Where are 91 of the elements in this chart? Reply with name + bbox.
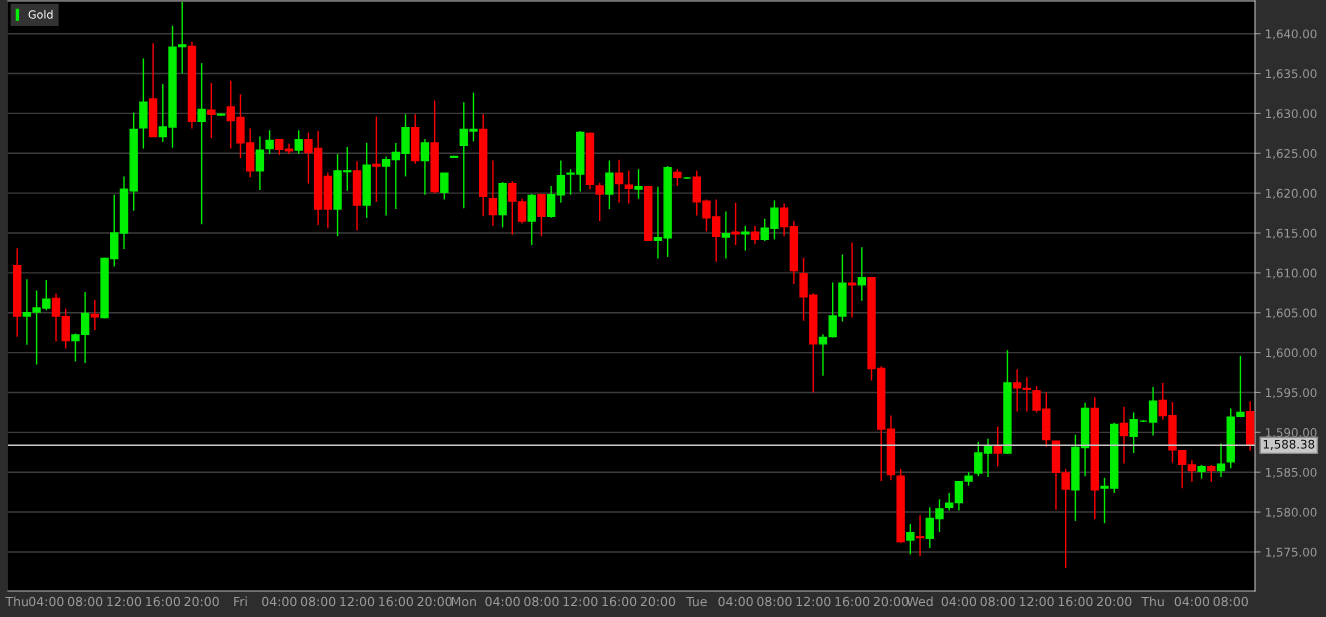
- candlestick: [779, 202, 789, 237]
- x-tick-label: 20:00: [873, 596, 909, 607]
- candlestick: [750, 225, 760, 245]
- candlestick: [741, 225, 750, 252]
- candlestick: [420, 138, 430, 196]
- x-tick-label: 08:00: [524, 596, 559, 607]
- candlestick: [546, 185, 556, 219]
- candlestick: [847, 241, 857, 319]
- x-tick-label: 20:00: [1097, 596, 1132, 607]
- y-tick-label: 1,640.00: [1266, 29, 1317, 40]
- x-tick-label: 04:00: [262, 596, 297, 607]
- candlestick: [721, 210, 731, 260]
- x-tick-label: Fri: [234, 596, 247, 607]
- x-tick-label: 12:00: [107, 596, 142, 607]
- candlestick: [944, 492, 954, 512]
- x-tick-label: Thu: [1141, 596, 1164, 607]
- candlestick: [1022, 376, 1032, 413]
- x-tick-label: Thu: [5, 596, 28, 607]
- candlestick: [614, 158, 624, 204]
- x-tick-label: 16:00: [835, 596, 870, 607]
- x-tick-label: 12:00: [563, 596, 598, 607]
- candlestick: [51, 292, 61, 343]
- y-tick-label: 1,615.00: [1266, 228, 1317, 239]
- legend-label: Gold: [28, 10, 53, 19]
- x-tick-label: 04:00: [485, 596, 520, 607]
- y-tick-label: 1,625.00: [1266, 149, 1317, 160]
- x-tick-label: 08:00: [980, 596, 1015, 607]
- y-tick-label: 1,605.00: [1266, 308, 1317, 319]
- candlestick: [1119, 406, 1129, 465]
- ref-line-label: 1,588.38: [1263, 439, 1315, 450]
- candlestick: [1187, 459, 1197, 483]
- x-tick-label: 08:00: [300, 596, 336, 607]
- y-tick-label: 1,580.00: [1266, 507, 1317, 518]
- candlestick: [517, 198, 527, 225]
- y-tick-label: 1,620.00: [1266, 188, 1317, 200]
- x-tick-label: 16:00: [602, 596, 637, 607]
- candlestick: [197, 62, 206, 225]
- candlestick: [1129, 411, 1138, 454]
- candlestick: [537, 194, 546, 237]
- y-tick-label: 1,590.00: [1266, 428, 1317, 439]
- x-tick-label: 20:00: [184, 596, 219, 607]
- x-tick-label: Wed: [906, 596, 933, 607]
- candlestick: [556, 159, 566, 204]
- candlestick: [207, 82, 216, 139]
- candlestick: [294, 129, 303, 155]
- y-tick-label: 1,595.00: [1266, 388, 1317, 399]
- x-tick-label: 12:00: [340, 596, 375, 607]
- candlestick: [255, 135, 265, 191]
- y-tick-label: 1,630.00: [1266, 109, 1317, 120]
- candlestick: [857, 246, 866, 302]
- x-tick-label: 04:00: [29, 596, 64, 607]
- x-tick-label: 12:00: [796, 596, 831, 607]
- y-tick-label: 1,610.00: [1266, 268, 1317, 279]
- candlestick: [595, 182, 604, 222]
- x-tick-label: 08:00: [1213, 596, 1248, 607]
- x-tick-label: 08:00: [67, 596, 103, 607]
- x-tick-label: 20:00: [417, 596, 452, 607]
- candlestick: [731, 202, 740, 246]
- x-tick-label: 08:00: [757, 596, 792, 607]
- candlestick: [634, 168, 643, 200]
- y-tick-label: 1,635.00: [1266, 69, 1317, 80]
- x-tick-label: Tue: [686, 596, 707, 607]
- x-tick-label: 20:00: [640, 596, 676, 607]
- x-tick-label: 04:00: [941, 596, 977, 607]
- candlestick: [284, 143, 294, 155]
- candlestick: [1148, 386, 1158, 437]
- y-tick-label: 1,585.00: [1266, 467, 1317, 479]
- candlestick: [993, 426, 1002, 468]
- x-tick-label: 16:00: [146, 596, 180, 607]
- candlestick: [265, 129, 274, 155]
- candlestick: [605, 159, 614, 210]
- x-tick-label: 16:00: [1058, 596, 1093, 607]
- x-tick-label: Mon: [451, 596, 476, 607]
- x-tick-label: 04:00: [1174, 596, 1210, 607]
- candlestick: [61, 308, 70, 350]
- candlestick: [508, 180, 517, 236]
- candlestick: [906, 523, 915, 556]
- candlestick: [381, 155, 391, 217]
- y-tick-label: 1,575.00: [1266, 547, 1317, 558]
- candlestick: [372, 115, 381, 203]
- x-tick-label: 16:00: [379, 596, 413, 607]
- candlestick: [1012, 368, 1022, 413]
- candlestick: [624, 170, 633, 205]
- candlestick: [818, 333, 828, 377]
- candlestick: [915, 514, 925, 557]
- candlestick: [440, 172, 449, 201]
- x-tick-label: 12:00: [1019, 596, 1054, 607]
- y-tick-label: 1,600.00: [1266, 348, 1317, 359]
- candlestick: [488, 159, 498, 227]
- candlestick: [178, 1, 187, 75]
- x-tick-label: 04:00: [718, 596, 753, 607]
